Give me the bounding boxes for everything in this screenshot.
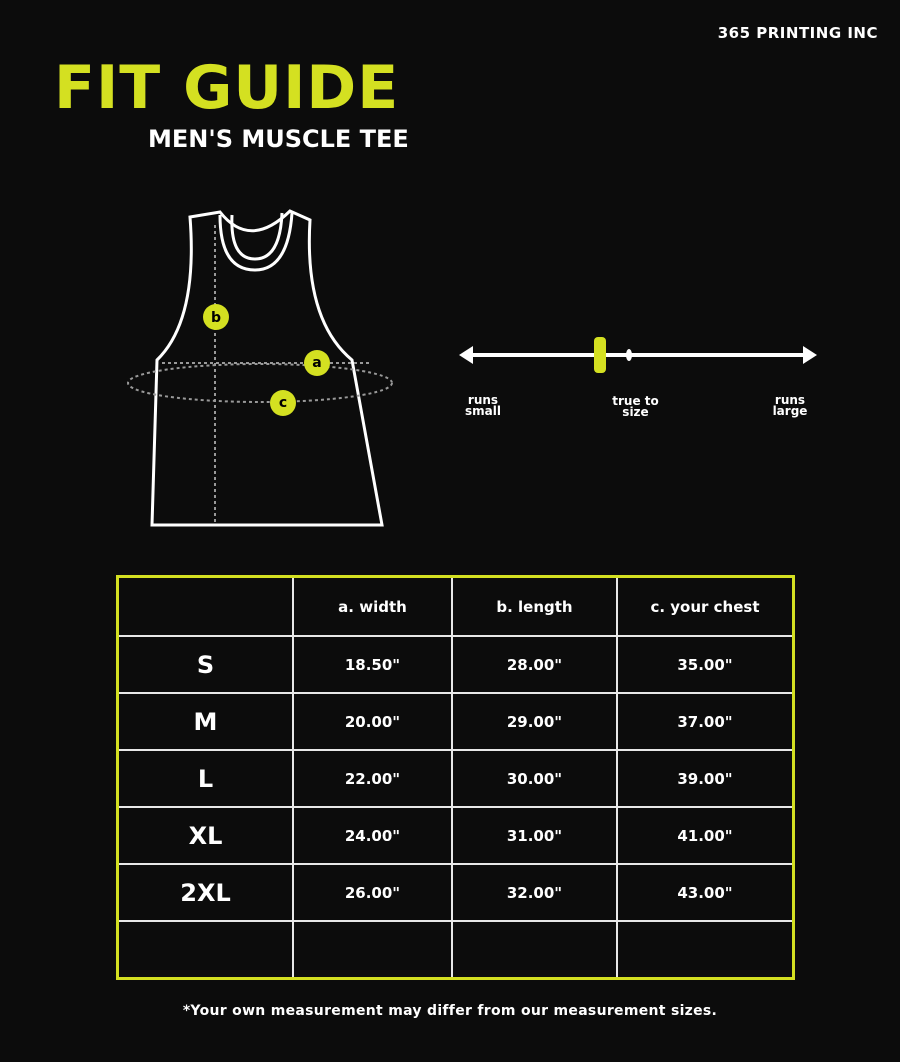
arrow-left-icon bbox=[459, 346, 473, 364]
table-row: S 18.50" 28.00" 35.00" bbox=[116, 635, 795, 694]
header-chest: c. your chest bbox=[616, 575, 795, 637]
table-row: M 20.00" 29.00" 37.00" bbox=[116, 692, 795, 751]
chest-cell: 43.00" bbox=[616, 863, 795, 922]
svg-text:c: c bbox=[279, 395, 287, 411]
header-size bbox=[116, 575, 294, 637]
width-cell bbox=[292, 920, 453, 980]
table-row: L 22.00" 30.00" 39.00" bbox=[116, 749, 795, 808]
chest-cell: 41.00" bbox=[616, 806, 795, 865]
width-cell: 24.00" bbox=[292, 806, 453, 865]
table-row: XL 24.00" 31.00" 41.00" bbox=[116, 806, 795, 865]
width-cell: 26.00" bbox=[292, 863, 453, 922]
length-cell: 31.00" bbox=[451, 806, 618, 865]
marker-b: b bbox=[203, 304, 229, 330]
table-row-empty bbox=[116, 920, 795, 980]
table-header: a. width b. length c. your chest bbox=[116, 575, 795, 637]
chest-cell: 37.00" bbox=[616, 692, 795, 751]
footnote: *Your own measurement may differ from ou… bbox=[182, 1003, 718, 1019]
length-cell: 32.00" bbox=[451, 863, 618, 922]
header-length: b. length bbox=[451, 575, 618, 637]
size-cell: M bbox=[116, 692, 294, 751]
page-subtitle: MEN'S MUSCLE TEE bbox=[148, 125, 409, 153]
width-cell: 18.50" bbox=[292, 635, 453, 694]
size-cell bbox=[116, 920, 294, 980]
width-cell: 22.00" bbox=[292, 749, 453, 808]
size-table: a. width b. length c. your chest S 18.50"… bbox=[116, 575, 795, 980]
fit-scale bbox=[459, 337, 817, 373]
size-cell: 2XL bbox=[116, 863, 294, 922]
page-title: FIT GUIDE bbox=[54, 53, 400, 123]
svg-text:a: a bbox=[312, 355, 321, 371]
label-runs-small: runs small bbox=[465, 393, 501, 418]
label-true-to-size: true to size bbox=[612, 394, 659, 419]
length-cell bbox=[451, 920, 618, 980]
chest-cell bbox=[616, 920, 795, 980]
chest-cell: 35.00" bbox=[616, 635, 795, 694]
fit-indicator bbox=[594, 337, 606, 373]
marker-a: a bbox=[304, 350, 330, 376]
size-cell: XL bbox=[116, 806, 294, 865]
chest-cell: 39.00" bbox=[616, 749, 795, 808]
size-cell: S bbox=[116, 635, 294, 694]
arrow-right-icon bbox=[803, 346, 817, 364]
length-cell: 28.00" bbox=[451, 635, 618, 694]
label-runs-large: runs large bbox=[772, 393, 808, 418]
length-cell: 30.00" bbox=[451, 749, 618, 808]
brand-name: 365 PRINTING INC bbox=[717, 24, 878, 42]
table-row: 2XL 26.00" 32.00" 43.00" bbox=[116, 863, 795, 922]
header-width: a. width bbox=[292, 575, 453, 637]
length-cell: 29.00" bbox=[451, 692, 618, 751]
width-cell: 20.00" bbox=[292, 692, 453, 751]
tank-top-diagram: b a c bbox=[127, 209, 393, 527]
svg-text:b: b bbox=[211, 310, 221, 326]
marker-c: c bbox=[270, 390, 296, 416]
size-cell: L bbox=[116, 749, 294, 808]
